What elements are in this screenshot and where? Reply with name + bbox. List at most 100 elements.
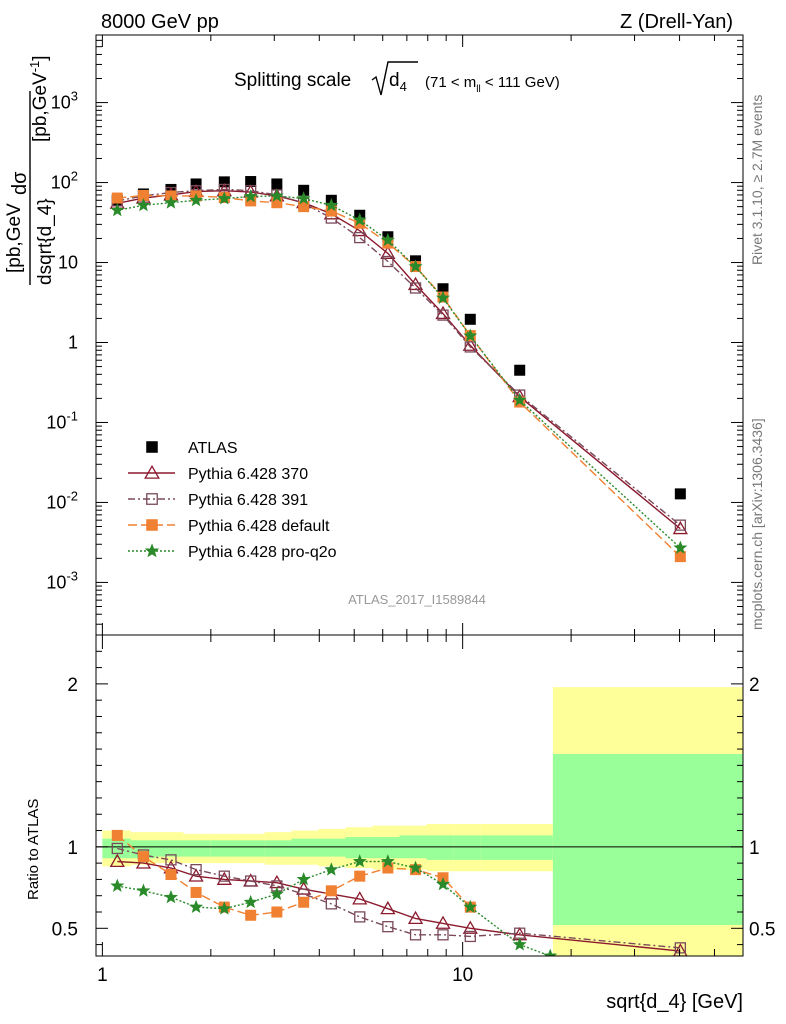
green-band xyxy=(291,838,319,857)
ratio-point xyxy=(543,948,558,956)
header-left: 8000 GeV pp xyxy=(101,11,219,33)
green-band xyxy=(480,835,553,860)
title-symbol: d4 xyxy=(389,70,407,94)
data-point xyxy=(382,255,394,268)
ylabel-unit: [pb,GeV xyxy=(4,203,25,273)
ratio-point xyxy=(436,876,450,891)
legend-label: Pythia 6.428 370 xyxy=(188,466,308,483)
ylabel-num: dσ xyxy=(9,171,31,195)
data-point xyxy=(407,276,424,291)
data-point xyxy=(409,282,422,294)
ylabel-unit-sup: -1 xyxy=(27,61,42,73)
main-x-ticks xyxy=(101,35,744,635)
ratio-point xyxy=(188,868,204,882)
ratio-point xyxy=(111,842,123,855)
green-band xyxy=(372,837,400,859)
main-y-tick-exp: 2 xyxy=(71,169,78,184)
data-point xyxy=(462,337,478,351)
ratio-point xyxy=(382,921,394,933)
main-y-tick-label: 10-1 xyxy=(46,408,78,432)
green-band xyxy=(453,835,481,860)
data-point xyxy=(269,188,284,202)
legend: ATLAS Pythia 6.428 370 Pythia 6.428 391 Pyt… xyxy=(128,440,337,561)
data-point xyxy=(137,189,149,201)
ratio-point xyxy=(137,851,149,863)
data-point xyxy=(189,192,204,207)
ratio-point xyxy=(463,899,478,914)
green-band xyxy=(264,840,292,857)
data-point xyxy=(217,191,232,205)
main-y-tick-base: 10 xyxy=(51,173,71,193)
ylabel-unit-pre: [pb,GeV xyxy=(4,203,25,273)
title-cut-post: < 111 GeV) xyxy=(481,74,560,91)
plot-title: Splitting scale xyxy=(234,70,351,91)
ratio-series-0 xyxy=(109,853,688,956)
green-band xyxy=(102,838,131,859)
ratio-point xyxy=(435,915,451,929)
main-y-tick-base: 10 xyxy=(58,253,78,273)
data-point xyxy=(674,551,686,563)
main-y-tick-exp: -2 xyxy=(66,488,78,503)
data-point xyxy=(271,178,283,190)
ratio-uncertainty-bands xyxy=(102,687,743,956)
data-point xyxy=(380,245,396,259)
ratio-point xyxy=(462,920,478,934)
ratio-point xyxy=(245,875,257,887)
ratio-series-3 xyxy=(110,854,558,956)
legend-marker xyxy=(144,464,160,479)
data-point xyxy=(437,309,449,321)
series-4 xyxy=(110,188,688,554)
ratio-point xyxy=(165,854,177,866)
ratio-point xyxy=(135,855,152,869)
data-point xyxy=(218,176,230,188)
main-y-tick-label: 102 xyxy=(51,169,78,193)
legend-label: Pythia 6.428 391 xyxy=(188,492,308,509)
data-point xyxy=(298,184,310,196)
ratio-point xyxy=(298,896,310,908)
data-point xyxy=(245,176,257,188)
ratio-y-ticks: 0.5 0.5 1 1 2 2 xyxy=(52,650,775,946)
ratio-point xyxy=(269,886,284,901)
title-symbol-sub: 4 xyxy=(400,79,407,94)
ratio-point xyxy=(382,862,394,874)
ratio-point xyxy=(243,894,258,909)
data-point xyxy=(271,197,283,209)
legend-entry: Pythia 6.428 default xyxy=(128,518,330,535)
title-cut-pre: (71 < m xyxy=(425,74,476,91)
data-point xyxy=(380,232,395,247)
ratio-point xyxy=(354,911,366,923)
ratio-point xyxy=(409,929,422,941)
ratio-y-tick-label-right: 2 xyxy=(749,675,760,696)
main-y-tick-base: 10 xyxy=(46,492,66,512)
ylabel-den: dsqrt{d_4} xyxy=(35,198,56,285)
data-point xyxy=(324,197,339,212)
ratio-point xyxy=(407,910,424,925)
title-cut-sub: ll xyxy=(476,84,480,95)
ratio-point xyxy=(218,870,230,882)
data-point xyxy=(325,205,337,217)
legend-entry: Pythia 6.428 370 xyxy=(128,464,308,483)
ratio-point xyxy=(380,900,396,915)
ratio-point xyxy=(110,878,125,892)
ratio-point xyxy=(109,853,125,868)
ratio-frame xyxy=(95,634,744,957)
ylabel-unit-post: ] xyxy=(30,55,51,60)
watermark: ATLAS_2017_I1589844 xyxy=(348,592,486,607)
legend-marker xyxy=(146,493,158,505)
data-point xyxy=(111,192,123,204)
green-band xyxy=(318,838,346,857)
ylabel-unit-full: [pb,GeV-1] xyxy=(27,55,51,142)
data-point xyxy=(296,191,311,205)
data-point xyxy=(437,283,449,295)
ratio-y-tick-label-right: 1 xyxy=(749,838,760,859)
ratio-point xyxy=(437,929,449,941)
ratio-series xyxy=(109,829,688,956)
data-point xyxy=(436,290,450,304)
main-y-tick-label: 10-3 xyxy=(46,568,78,592)
main-y-tick-base: 10 xyxy=(46,412,66,432)
ratio-point xyxy=(352,891,368,905)
legend-label: Pythia 6.428 default xyxy=(188,518,330,535)
side-label-top: Rivet 3.1.10, ≥ 2.7M events xyxy=(749,95,765,265)
